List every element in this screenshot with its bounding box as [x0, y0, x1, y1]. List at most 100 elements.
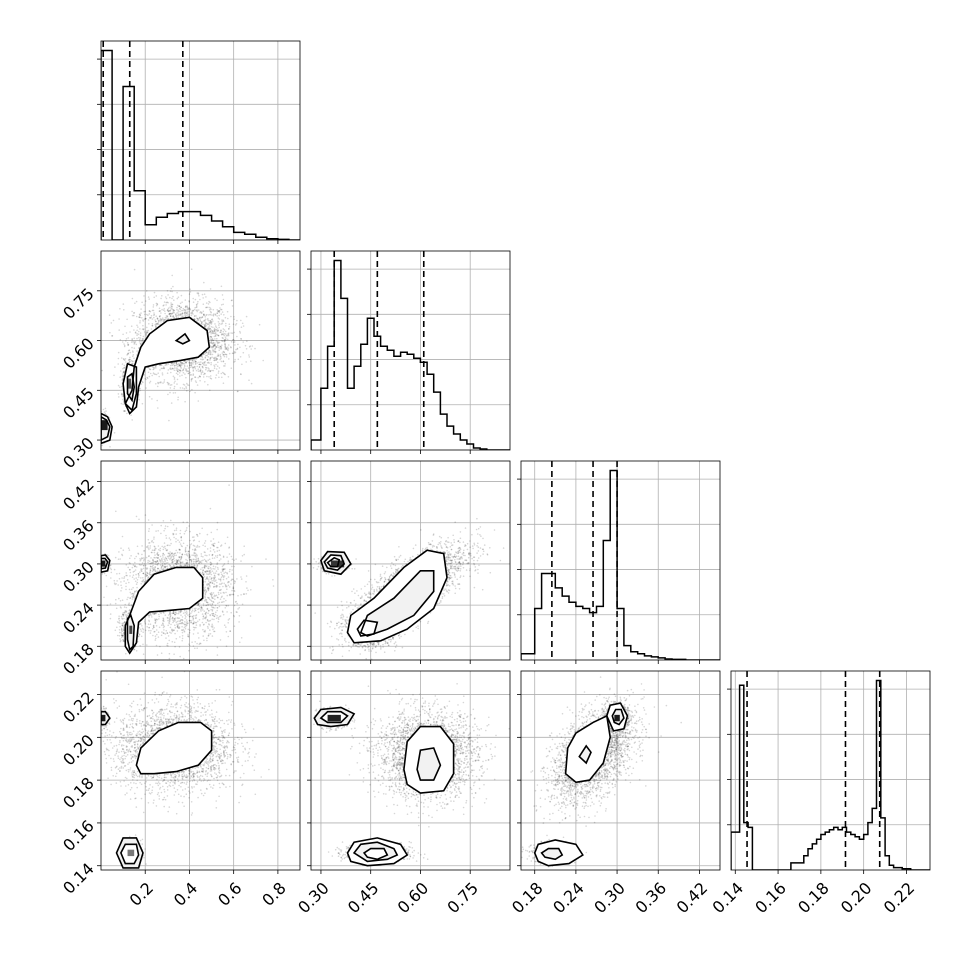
sample-point: [223, 568, 226, 570]
sample-point: [226, 348, 229, 351]
sample-point: [208, 584, 210, 586]
sample-point: [258, 323, 261, 326]
sample-point: [170, 566, 172, 568]
sample-point: [200, 568, 202, 571]
sample-point: [204, 617, 207, 620]
sample-point: [207, 367, 209, 369]
sample-point: [218, 601, 221, 604]
sample-point: [181, 545, 183, 548]
sample-point: [237, 608, 239, 610]
sample-point: [224, 343, 226, 345]
sample-point: [225, 605, 228, 607]
sample-point: [204, 589, 207, 591]
sample-point: [156, 553, 158, 555]
sample-point: [209, 359, 211, 361]
sample-point: [212, 332, 214, 335]
sample-point: [209, 327, 211, 330]
sample-point: [146, 331, 149, 334]
sample-point: [201, 366, 204, 368]
sample-point: [189, 359, 192, 362]
sample-point: [207, 317, 209, 320]
sample-point: [191, 565, 193, 567]
sample-point: [156, 567, 159, 570]
sample-point: [217, 620, 220, 623]
sample-point: [179, 619, 182, 622]
sample-point: [173, 385, 176, 388]
sample-point: [158, 626, 161, 629]
sample-point: [201, 316, 204, 318]
sample-point: [228, 553, 231, 555]
sample-point: [179, 558, 182, 561]
sample-point: [217, 355, 220, 357]
sample-point: [179, 314, 181, 317]
sample-point: [177, 296, 180, 299]
sample-point: [185, 361, 187, 364]
sample-point: [148, 627, 150, 629]
sample-point: [123, 364, 126, 367]
sample-point: [150, 316, 152, 319]
sample-point: [204, 324, 206, 327]
sample-point: [225, 322, 227, 325]
sample-point: [171, 612, 173, 615]
sample-point: [229, 568, 231, 571]
sample-point: [164, 560, 166, 563]
sample-point: [210, 625, 213, 627]
sample-point: [117, 393, 120, 395]
sample-point: [149, 571, 151, 573]
sample-point: [206, 351, 208, 354]
sample-point: [188, 649, 190, 652]
sample-point: [145, 556, 148, 559]
sample-point: [210, 562, 212, 564]
sample-point: [169, 613, 171, 615]
sample-point: [224, 330, 227, 333]
sample-point: [180, 557, 183, 559]
sample-point: [145, 333, 148, 335]
sample-point: [188, 644, 191, 647]
sample-point: [183, 631, 186, 633]
sample-point: [145, 332, 147, 334]
sample-point: [163, 529, 165, 532]
sample-point: [184, 305, 187, 308]
sample-point: [154, 622, 156, 624]
sample-point: [209, 370, 211, 373]
sample-point: [207, 597, 210, 599]
sample-point: [172, 375, 175, 378]
sample-point: [184, 306, 187, 309]
sample-point: [219, 639, 222, 641]
sample-point: [181, 362, 184, 365]
sample-point: [190, 364, 193, 367]
sample-point: [239, 332, 242, 334]
sample-point: [209, 330, 212, 332]
sample-point: [156, 560, 158, 562]
sample-point: [128, 549, 131, 551]
sample-point: [180, 361, 182, 364]
sample-point: [213, 345, 215, 347]
sample-point: [160, 364, 163, 367]
sample-point: [151, 551, 153, 554]
sample-point: [194, 617, 197, 619]
sample-point: [222, 350, 225, 353]
sample-point: [188, 557, 190, 559]
sample-point: [211, 318, 214, 321]
sample-point: [175, 533, 177, 535]
sample-point: [184, 553, 186, 556]
sample-point: [155, 323, 158, 326]
sample-point: [220, 345, 222, 348]
sample-point: [180, 561, 182, 563]
sample-point: [188, 613, 191, 616]
sample-point: [184, 564, 186, 566]
sample-point: [215, 368, 218, 370]
sample-point: [176, 612, 178, 615]
sample-point: [149, 614, 152, 616]
sample-point: [166, 290, 169, 292]
sample-point: [224, 373, 226, 376]
sample-point: [165, 537, 168, 539]
sample-point: [209, 335, 212, 338]
sample-point: [214, 325, 217, 327]
sample-point: [133, 342, 136, 344]
sample-point: [154, 639, 157, 641]
sample-point: [215, 346, 218, 348]
sample-point: [215, 363, 217, 366]
sample-point: [230, 367, 233, 370]
sample-point: [219, 353, 222, 356]
